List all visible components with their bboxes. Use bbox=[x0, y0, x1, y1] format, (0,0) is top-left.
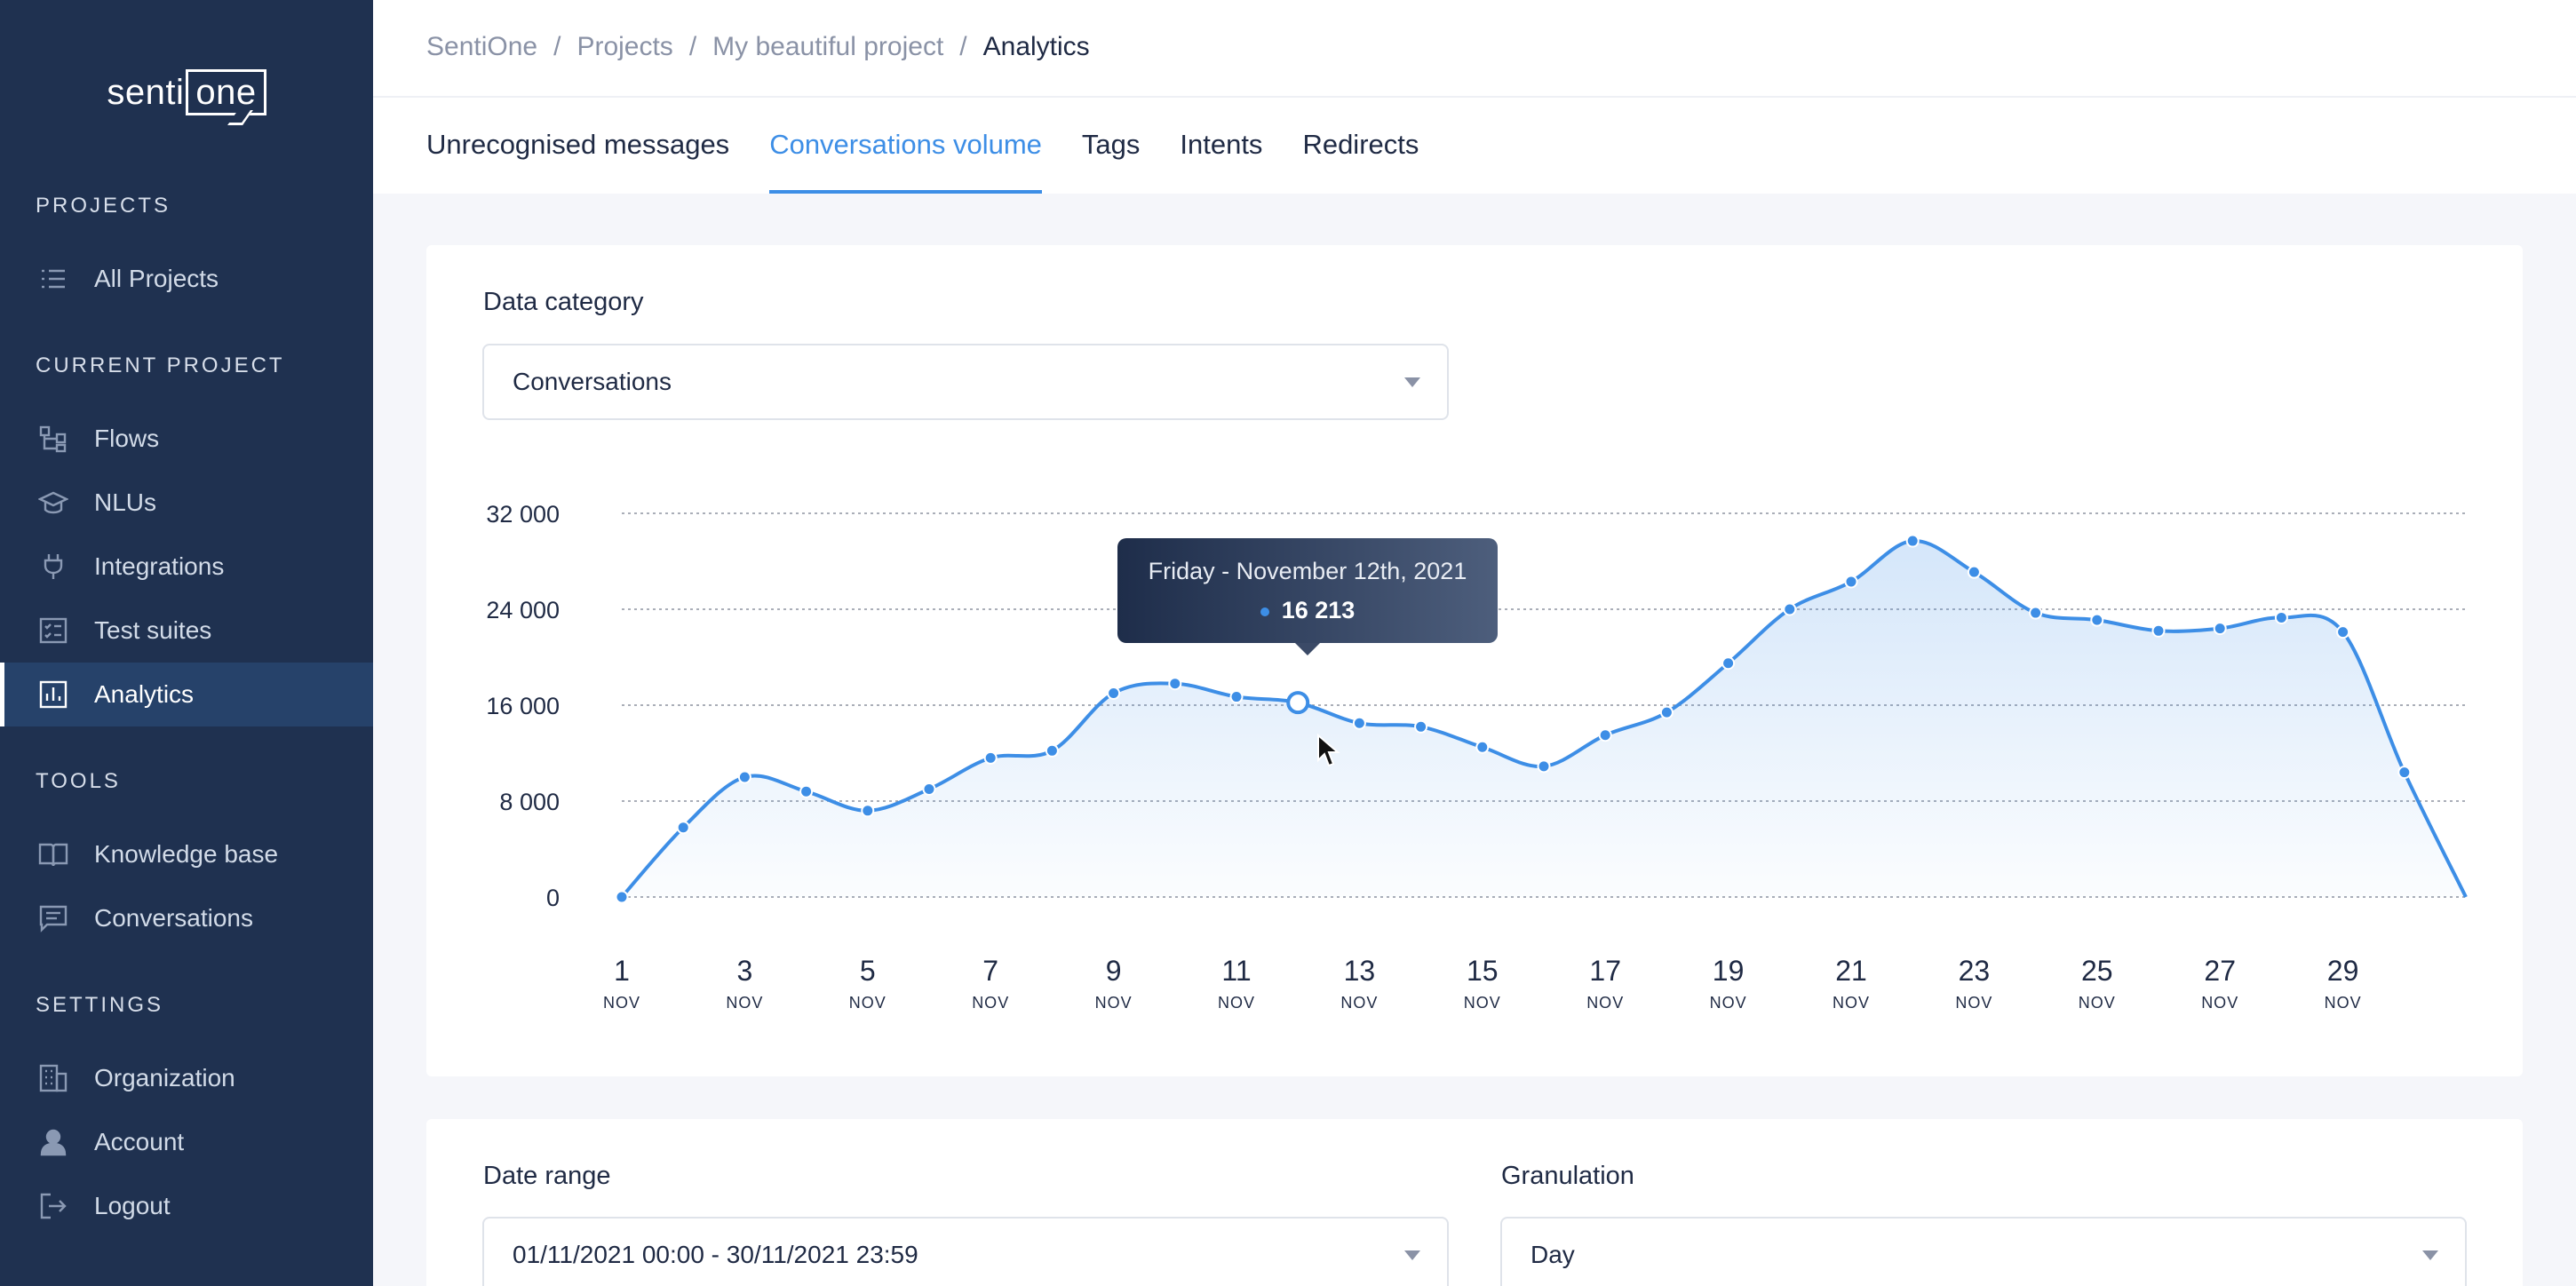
graduation-cap-icon bbox=[37, 487, 69, 519]
sidebar-item-label: Test suites bbox=[94, 616, 212, 644]
logo-box: one bbox=[186, 69, 266, 115]
sentione-logo[interactable]: senti one bbox=[0, 69, 373, 115]
sidebar-item-organization[interactable]: Organization bbox=[0, 1046, 373, 1110]
tooltip-value-row: 16 213 bbox=[1117, 597, 1498, 624]
sidebar-item-label: Account bbox=[94, 1128, 185, 1155]
sidebar-item-all-projects[interactable]: All Projects bbox=[0, 247, 373, 311]
sidebar-item-conversations[interactable]: Conversations bbox=[0, 886, 373, 950]
sidebar-item-label: Logout bbox=[94, 1192, 171, 1219]
plug-icon bbox=[37, 551, 69, 583]
tooltip-date: Friday - November 12th, 2021 bbox=[1148, 558, 1467, 584]
sidebar-item-label: Organization bbox=[94, 1064, 235, 1092]
breadcrumb-separator: / bbox=[688, 32, 697, 61]
sidebar-item-nlus[interactable]: NLUs bbox=[0, 471, 373, 535]
data-category-select[interactable]: Conversations bbox=[482, 344, 1449, 420]
granulation-select[interactable]: Day bbox=[1500, 1217, 2467, 1286]
header: SentiOne / Projects / My beautiful proje… bbox=[373, 0, 2576, 194]
sidebar-item-logout[interactable]: Logout bbox=[0, 1174, 373, 1238]
sidebar-item-label: NLUs bbox=[94, 488, 157, 516]
book-icon bbox=[37, 838, 69, 870]
chevron-down-icon bbox=[1404, 1250, 1420, 1260]
logo-text: senti bbox=[107, 73, 185, 112]
breadcrumb-separator: / bbox=[553, 32, 561, 61]
list-icon bbox=[37, 263, 69, 295]
sidebar-item-label: Analytics bbox=[94, 680, 195, 708]
granulation-label: Granulation bbox=[1501, 1162, 1634, 1190]
date-range-select[interactable]: 01/11/2021 00:00 - 30/11/2021 23:59 bbox=[482, 1217, 1449, 1286]
data-category-value: Conversations bbox=[513, 368, 672, 395]
flows-icon bbox=[37, 423, 69, 455]
sidebar-item-label: Conversations bbox=[94, 904, 253, 932]
breadcrumb: SentiOne / Projects / My beautiful proje… bbox=[426, 32, 1090, 62]
data-category-label: Data category bbox=[483, 288, 644, 316]
sidebar-item-label: Integrations bbox=[94, 552, 225, 580]
sidebar-item-flows[interactable]: Flows bbox=[0, 407, 373, 471]
breadcrumb-item-projects[interactable]: Projects bbox=[576, 32, 673, 61]
section-title-current-project: CURRENT PROJECT bbox=[36, 353, 285, 377]
header-divider bbox=[373, 96, 2576, 98]
tab-tags[interactable]: Tags bbox=[1081, 129, 1141, 160]
logout-icon bbox=[37, 1190, 69, 1222]
bar-chart-icon bbox=[37, 679, 69, 710]
tab-redirects[interactable]: Redirects bbox=[1302, 129, 1419, 160]
tooltip-series-dot bbox=[1260, 607, 1269, 616]
tabs: Unrecognised messages Conversations volu… bbox=[426, 96, 1459, 194]
sidebar: senti one PROJECTS All Projects CURRENT P… bbox=[0, 0, 373, 1286]
user-icon bbox=[37, 1126, 69, 1158]
date-range-value: 01/11/2021 00:00 - 30/11/2021 23:59 bbox=[513, 1241, 918, 1268]
breadcrumb-separator: / bbox=[959, 32, 967, 61]
tab-intents[interactable]: Intents bbox=[1180, 129, 1263, 160]
sidebar-item-label: Knowledge base bbox=[94, 840, 279, 868]
date-range-label: Date range bbox=[483, 1162, 611, 1190]
sidebar-item-analytics[interactable]: Analytics bbox=[0, 663, 373, 726]
granulation-value: Day bbox=[1530, 1241, 1575, 1268]
section-title-tools: TOOLS bbox=[36, 769, 121, 793]
checklist-icon bbox=[37, 615, 69, 647]
chat-icon bbox=[37, 902, 69, 934]
sidebar-item-label: All Projects bbox=[94, 265, 219, 292]
building-icon bbox=[37, 1062, 69, 1094]
sidebar-item-integrations[interactable]: Integrations bbox=[0, 535, 373, 599]
mouse-cursor-icon bbox=[1317, 734, 1340, 767]
breadcrumb-item-current: Analytics bbox=[982, 32, 1090, 61]
chart-tooltip: Friday - November 12th, 2021 16 213 bbox=[1117, 538, 1498, 655]
sidebar-item-knowledge-base[interactable]: Knowledge base bbox=[0, 822, 373, 886]
breadcrumb-item-sentione[interactable]: SentiOne bbox=[426, 32, 538, 61]
sidebar-item-test-suites[interactable]: Test suites bbox=[0, 599, 373, 663]
section-title-projects: PROJECTS bbox=[36, 194, 171, 218]
sidebar-item-account[interactable]: Account bbox=[0, 1110, 373, 1174]
chevron-down-icon bbox=[1404, 377, 1420, 387]
breadcrumb-item-project[interactable]: My beautiful project bbox=[712, 32, 944, 61]
tab-conversations-volume[interactable]: Conversations volume bbox=[769, 96, 1042, 194]
chevron-down-icon bbox=[2422, 1250, 2438, 1260]
tooltip-value: 16 213 bbox=[1281, 597, 1356, 623]
section-title-settings: SETTINGS bbox=[36, 993, 164, 1017]
tab-unrecognised-messages[interactable]: Unrecognised messages bbox=[426, 129, 730, 160]
sidebar-item-label: Flows bbox=[94, 425, 160, 452]
